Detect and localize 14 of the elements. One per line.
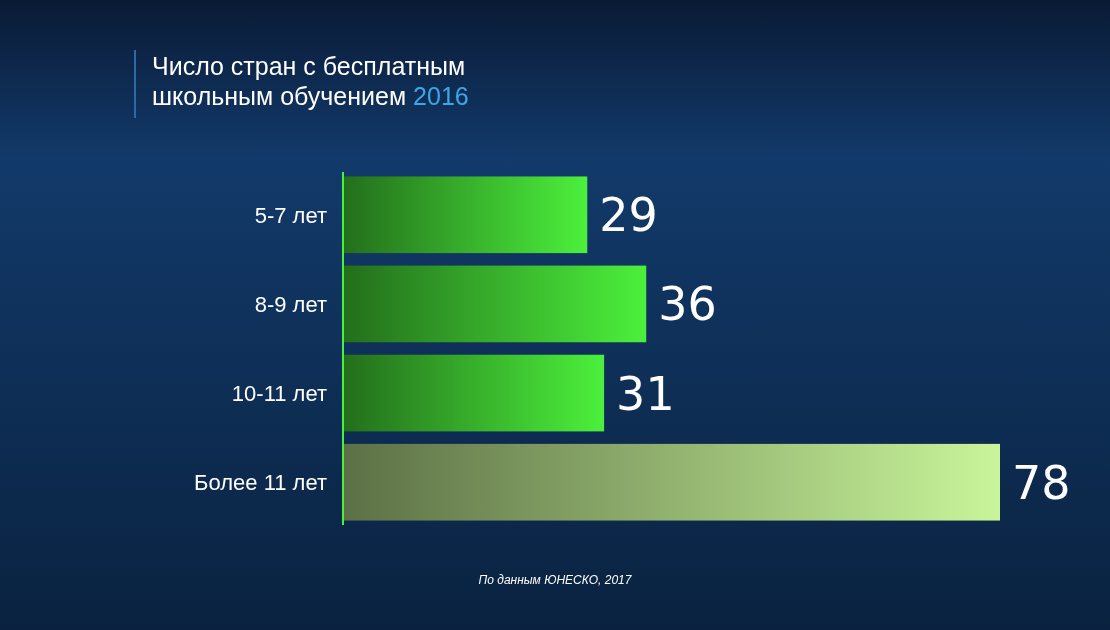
data-label: 29 xyxy=(599,188,658,243)
bar xyxy=(343,265,647,343)
chart-title: Число стран с бесплатным школьным обучением 2016 xyxy=(152,52,469,110)
bar xyxy=(343,443,1000,521)
y-tick-label: 5-7 лет xyxy=(254,202,327,228)
y-tick-label: 10-11 лет xyxy=(231,380,327,406)
bar xyxy=(343,354,605,432)
data-label: 78 xyxy=(1012,455,1071,510)
data-label: 31 xyxy=(616,366,675,421)
data-label: 36 xyxy=(658,277,717,332)
y-tick-label: Более 11 лет xyxy=(194,470,327,496)
y-tick-label: 8-9 лет xyxy=(254,291,327,317)
bar xyxy=(343,176,588,254)
text: По данным ЮНЕСКО, 2017 xyxy=(478,573,633,587)
